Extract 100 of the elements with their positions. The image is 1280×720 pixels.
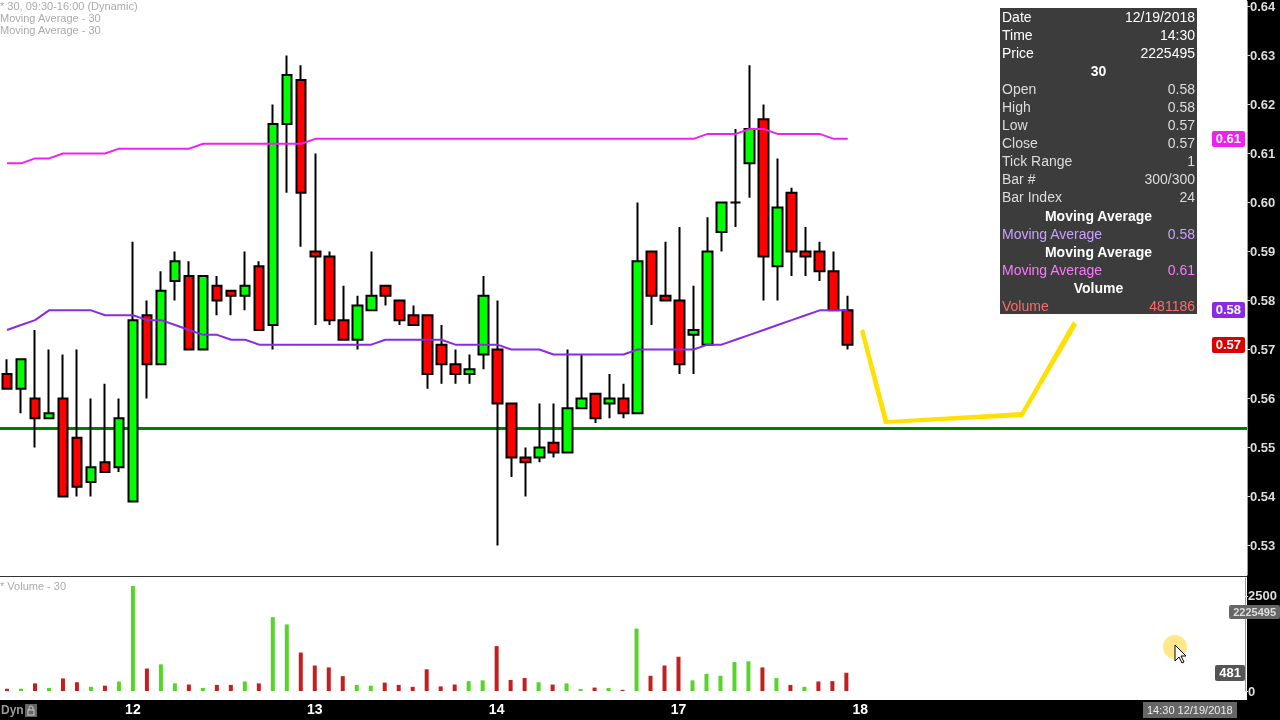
- annotation: Low: [1002, 116, 1028, 134]
- candlestick: [211, 275, 223, 317]
- annotation: 0.58: [1167, 80, 1195, 98]
- bar: [340, 676, 345, 691]
- candlestick: [365, 250, 378, 312]
- candlestick: [477, 275, 490, 371]
- annotation: 30: [1089, 62, 1108, 80]
- annotation: 24: [1179, 188, 1195, 206]
- annotation: Volume: [1072, 279, 1125, 297]
- annotation: 12/19/2018: [1124, 8, 1195, 26]
- candlestick: [617, 382, 630, 420]
- y-tick-label: 0.55: [1250, 440, 1276, 456]
- annotation: Moving Average: [1043, 243, 1154, 261]
- bar: [186, 684, 191, 691]
- annotation: Bar Index: [1002, 188, 1062, 206]
- annotation: Moving Average: [1043, 207, 1154, 225]
- bar: [676, 656, 681, 691]
- annotation: 0.58: [1211, 302, 1245, 319]
- x-tick-label: 12: [125, 701, 141, 717]
- candlestick: [197, 275, 209, 351]
- annotation: 0.57: [1167, 134, 1195, 152]
- bar: [270, 617, 275, 691]
- candlestick: [379, 284, 392, 307]
- candlestick: [421, 314, 434, 390]
- bar: [368, 685, 373, 691]
- candlestick: [659, 240, 672, 302]
- candlestick: [393, 299, 406, 327]
- candlestick: [239, 250, 251, 312]
- candlestick: [841, 294, 854, 351]
- bar: [746, 661, 751, 691]
- candlestick: [771, 157, 784, 302]
- bar: [830, 681, 835, 691]
- annotation: 2225495: [1229, 605, 1280, 619]
- annotation: Tick Range: [1002, 152, 1073, 170]
- y-tick-label: 0.58: [1250, 293, 1276, 309]
- annotation: Open: [1002, 80, 1037, 98]
- annotation: Bar #: [1002, 170, 1036, 188]
- candlestick: [435, 324, 448, 385]
- bar: [354, 684, 359, 691]
- candlestick: [337, 284, 350, 341]
- candlestick: [463, 353, 476, 385]
- bar: [704, 673, 709, 691]
- bar: [424, 669, 429, 691]
- y-tick-label: 0.57: [1250, 342, 1276, 358]
- candlestick: [575, 353, 588, 410]
- annotation: Moving Average: [1002, 261, 1103, 279]
- bar: [844, 672, 849, 691]
- candlestick: [449, 348, 462, 385]
- bar: [564, 683, 569, 691]
- bar: [522, 678, 527, 691]
- bar: [690, 680, 695, 691]
- annotation: 481: [1215, 664, 1245, 681]
- candlestick: [351, 294, 364, 351]
- bar: [480, 680, 485, 691]
- candlestick: [309, 152, 322, 327]
- candlestick: [141, 299, 153, 400]
- bar: [88, 686, 93, 691]
- candlestick: [15, 358, 27, 415]
- bar: [662, 665, 667, 691]
- y-tick-label: 0.53: [1250, 538, 1276, 554]
- x-tick-label: 13: [306, 701, 323, 717]
- bar: [536, 682, 541, 691]
- candlestick: [407, 304, 420, 327]
- candlestick: [701, 216, 714, 346]
- x-tick-label: 17: [670, 701, 687, 717]
- candlestick: [71, 348, 83, 498]
- candlestick: [743, 64, 756, 199]
- candlestick: [505, 402, 518, 478]
- candlestick: [43, 348, 55, 420]
- bar: [788, 684, 793, 691]
- bar: [718, 675, 723, 691]
- annotation: 0.61: [1167, 261, 1195, 279]
- bar: [102, 685, 107, 691]
- annotation: Date: [1002, 8, 1032, 26]
- annotation: Moving Average - 30: [0, 23, 101, 36]
- candlestick: [785, 186, 798, 278]
- y-tick-label: 0.54: [1250, 489, 1277, 505]
- candlestick: [29, 328, 41, 449]
- bar: [438, 686, 443, 691]
- candlestick: [645, 250, 658, 327]
- annotation: Price: [1002, 44, 1034, 62]
- y-tick-label: 2500: [1248, 588, 1277, 604]
- bar: [648, 675, 653, 691]
- annotation: 0.57: [1167, 116, 1195, 134]
- candlestick: [267, 103, 279, 351]
- bar: [494, 646, 499, 691]
- annotation: 14:30: [1159, 26, 1195, 44]
- bar: [382, 682, 387, 691]
- y-tick-label: 0.61: [1250, 146, 1276, 162]
- candlestick: [99, 382, 111, 474]
- y-tick-label: 0.64: [1250, 0, 1277, 14]
- bar: [298, 652, 303, 691]
- bar: [74, 682, 79, 691]
- candlestick: [155, 270, 167, 366]
- candlestick: [323, 250, 336, 327]
- annotation: 0.61: [1211, 130, 1245, 147]
- y-tick-label: 0.63: [1250, 48, 1276, 64]
- bar: [816, 681, 821, 691]
- bar: [466, 681, 471, 691]
- candlestick: [57, 353, 69, 498]
